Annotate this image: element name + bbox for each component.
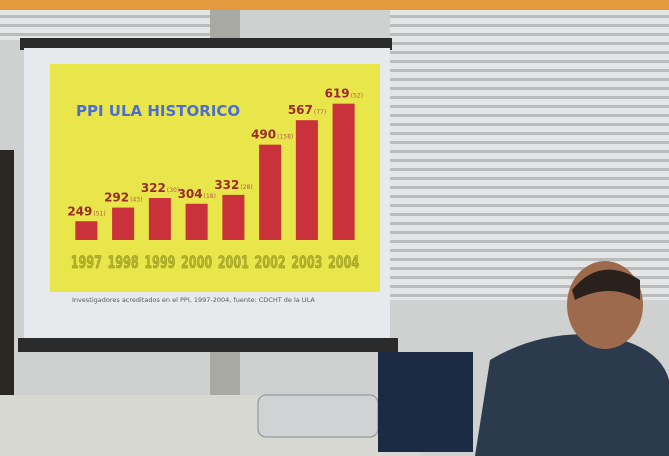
x-tick-label: 2004 [328, 253, 359, 273]
x-tick-label: 1998 [108, 253, 139, 273]
value-label: 249 [67, 204, 92, 218]
value-label: 567 [288, 103, 313, 117]
projector [258, 395, 378, 437]
bar [112, 208, 134, 240]
change-label: (43) [130, 197, 142, 204]
photo: PPI ULA HISTORICO Investigadores acredit… [0, 0, 669, 456]
window-blinds [0, 10, 210, 40]
change-label: (28) [240, 184, 252, 191]
value-label: 619 [325, 87, 350, 101]
x-tick-label: 1997 [71, 253, 102, 273]
x-tick-label: 2003 [291, 253, 322, 273]
change-label: (51) [93, 210, 105, 217]
bar [333, 104, 355, 240]
chart-title: PPI ULA HISTORICO [76, 102, 240, 120]
chart-caption: Investigadores acreditados en el PPI, 19… [72, 296, 315, 304]
frame-top [0, 0, 669, 10]
x-tick-label: 1999 [144, 253, 175, 273]
bar [149, 198, 171, 240]
screen-bottom-bar [18, 338, 398, 352]
change-label: (158) [277, 134, 293, 141]
pillar [0, 150, 14, 400]
x-tick-label: 2002 [255, 253, 286, 273]
laptop [378, 352, 473, 452]
value-label: 304 [178, 187, 203, 201]
person-jacket [475, 334, 669, 456]
bar [186, 204, 208, 240]
value-label: 322 [141, 181, 166, 195]
change-label: (77) [314, 109, 326, 116]
x-tick-label: 2001 [218, 253, 249, 273]
bar [259, 145, 281, 240]
bar [75, 221, 97, 240]
value-label: 332 [214, 178, 239, 192]
bar [222, 195, 244, 240]
change-label: (18) [204, 193, 216, 200]
value-label: 490 [251, 128, 276, 142]
bar [296, 120, 318, 240]
window-blinds [390, 10, 669, 300]
value-label: 292 [104, 191, 129, 205]
change-label: (52) [351, 93, 363, 100]
x-tick-label: 2000 [181, 253, 212, 273]
